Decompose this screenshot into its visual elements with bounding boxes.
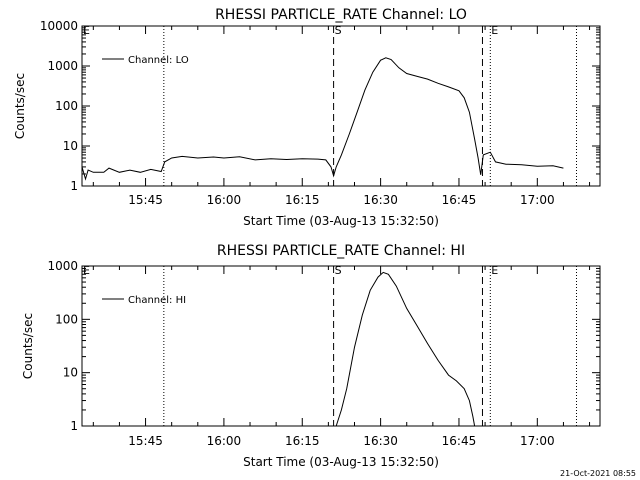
footer-timestamp: 21-Oct-2021 08:55 xyxy=(560,469,636,478)
y-tick-label: 10 xyxy=(63,139,78,153)
x-tick-label: 16:00 xyxy=(207,434,242,448)
plot-frame xyxy=(81,25,601,187)
marker-label: E xyxy=(491,264,498,277)
x-tick-label: 16:45 xyxy=(442,193,477,207)
y-tick-label: 1 xyxy=(70,419,78,433)
x-axis-label: Start Time (03-Aug-13 15:32:50) xyxy=(243,455,439,469)
x-tick-label: 15:45 xyxy=(128,193,163,207)
chart-panel-lo: RHESSI PARTICLE_RATE Channel: LO 1 10 100 10… xyxy=(13,7,601,228)
chart-title: RHESSI PARTICLE_RATE Channel: HI xyxy=(217,243,465,259)
x-axis-label: Start Time (03-Aug-13 15:32:50) xyxy=(243,214,439,228)
y-tick-label: 10 xyxy=(63,366,78,380)
x-tick-label: 16:15 xyxy=(285,434,320,448)
x-tick-label: 16:15 xyxy=(285,193,320,207)
marker-label: S xyxy=(335,24,342,37)
y-tick-label: 10000 xyxy=(40,19,78,33)
series-line-hi xyxy=(335,271,476,427)
x-tick-label: 16:00 xyxy=(207,193,242,207)
chart-title: RHESSI PARTICLE_RATE Channel: LO xyxy=(215,7,467,23)
marker-label: E xyxy=(83,24,90,37)
marker-label: S xyxy=(335,264,342,277)
x-tick-label: 15:45 xyxy=(128,434,163,448)
x-tick-label: 17:00 xyxy=(520,434,555,448)
y-tick-label: 100 xyxy=(55,312,78,326)
x-tick-label: 16:30 xyxy=(363,434,398,448)
plot-frame xyxy=(81,265,601,427)
y-tick-label: 1000 xyxy=(47,59,78,73)
y-tick-label: 1000 xyxy=(47,259,78,273)
y-axis-label: Counts/sec xyxy=(21,313,35,379)
marker-label: E xyxy=(83,264,90,277)
y-tick-label: 1 xyxy=(70,179,78,193)
y-axis-label: Counts/sec xyxy=(13,73,27,139)
chart-panel-hi: RHESSI PARTICLE_RATE Channel: HI 1 10 100 10… xyxy=(21,243,601,469)
x-tick-label: 17:00 xyxy=(520,193,555,207)
x-tick-label: 16:45 xyxy=(442,434,477,448)
y-tick-label: 100 xyxy=(55,99,78,113)
x-tick-label: 16:30 xyxy=(363,193,398,207)
marker-label: E xyxy=(491,24,498,37)
series-line-lo xyxy=(81,57,564,181)
legend-label: Channel: LO xyxy=(128,55,189,66)
legend-label: Channel: HI xyxy=(128,295,186,306)
